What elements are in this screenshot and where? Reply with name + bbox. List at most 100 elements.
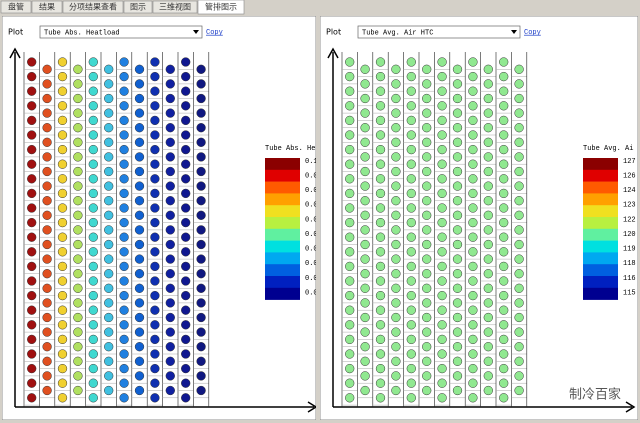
tube <box>104 385 114 396</box>
tube <box>119 159 129 169</box>
tube <box>514 283 524 293</box>
tube <box>437 261 447 272</box>
tube <box>499 144 509 155</box>
tube <box>514 137 524 147</box>
tube <box>150 378 160 388</box>
legend-label: 0.0 <box>305 246 318 254</box>
tube <box>499 71 509 82</box>
tube <box>181 71 191 82</box>
tube <box>104 181 114 191</box>
legend-title: Tube Abs. He <box>265 145 315 153</box>
dropdown[interactable]: Tube Abs. Heatload <box>39 25 203 39</box>
legend-swatch <box>265 205 300 218</box>
tube <box>57 378 68 388</box>
tube <box>119 305 129 315</box>
legend-swatch <box>583 252 618 265</box>
tube <box>73 239 83 250</box>
legend-label: 0.0 <box>305 202 318 210</box>
dropdown[interactable]: Tube Avg. Air HTC <box>357 25 521 39</box>
tube <box>360 152 370 162</box>
tab[interactable]: 管排图示 <box>197 0 245 15</box>
tube <box>42 312 52 323</box>
dropdown-arrow <box>511 30 517 34</box>
tube <box>391 312 401 323</box>
tube <box>452 342 463 352</box>
tube <box>88 101 98 111</box>
plot-panel: Plot Tube Avg. Air HTC Copy Tube Avg. Ai 127… <box>320 16 638 420</box>
tube <box>360 166 370 177</box>
plot-panel: Plot Tube Abs. Heatload Copy Tube Abs. He 0.… <box>2 16 318 420</box>
tube <box>134 166 145 177</box>
tube <box>391 356 401 366</box>
tab-label: 三维视图 <box>159 2 191 12</box>
tube <box>452 108 463 118</box>
tube <box>42 123 52 133</box>
tube <box>499 305 509 315</box>
tube <box>88 130 98 140</box>
tab-label: 分项结果查看 <box>69 2 117 12</box>
tube <box>165 108 175 118</box>
tube <box>345 363 355 374</box>
tube <box>499 247 509 257</box>
dropdown-value: Tube Avg. Air HTC <box>362 29 433 37</box>
tube <box>196 225 206 235</box>
tube <box>499 261 509 272</box>
tab[interactable]: 图示 <box>123 0 153 14</box>
tube <box>165 64 175 74</box>
tube <box>42 225 52 235</box>
tube <box>73 298 83 308</box>
tube <box>406 393 416 403</box>
tube <box>88 334 98 345</box>
legend-swatch <box>265 193 300 206</box>
tube <box>391 342 401 352</box>
tube <box>73 166 83 177</box>
tube <box>134 181 145 191</box>
tube <box>468 276 478 286</box>
tube <box>73 342 83 352</box>
tube <box>360 79 370 89</box>
tube <box>452 327 463 337</box>
tube <box>104 327 114 337</box>
tube <box>42 64 52 74</box>
tab[interactable]: 分项结果查看 <box>62 0 124 14</box>
tube <box>196 137 206 147</box>
tube <box>452 283 463 293</box>
tube <box>483 225 493 235</box>
tube <box>499 363 509 374</box>
tab[interactable]: 结果 <box>31 0 63 14</box>
tube <box>406 188 416 199</box>
tube <box>391 123 401 133</box>
tube <box>345 101 355 111</box>
tube <box>73 108 83 118</box>
tube <box>181 305 191 315</box>
tube <box>483 166 493 177</box>
tube <box>73 385 83 396</box>
tube <box>119 57 129 67</box>
tube <box>514 196 524 206</box>
copy-link[interactable]: Copy <box>524 29 541 37</box>
tab[interactable]: 盘管 <box>0 0 32 14</box>
tube <box>391 225 401 235</box>
tube <box>57 261 68 272</box>
tube <box>27 203 37 213</box>
tab-bg <box>0 0 32 14</box>
copy-link[interactable]: Copy <box>206 29 223 37</box>
tube <box>165 356 175 366</box>
tube <box>104 166 114 177</box>
tube <box>165 152 175 162</box>
tube <box>73 283 83 293</box>
tab[interactable]: 三维视图 <box>152 0 198 14</box>
tube <box>150 130 160 140</box>
y-arrow <box>9 47 21 59</box>
tube <box>165 123 175 133</box>
tube <box>375 363 386 374</box>
tube <box>452 385 463 396</box>
tube <box>483 137 493 147</box>
legend-swatch <box>265 181 300 194</box>
tab-label: 盘管 <box>8 2 24 12</box>
tube <box>391 385 401 396</box>
tube <box>73 312 83 323</box>
tube <box>134 298 145 308</box>
tube <box>375 393 386 403</box>
